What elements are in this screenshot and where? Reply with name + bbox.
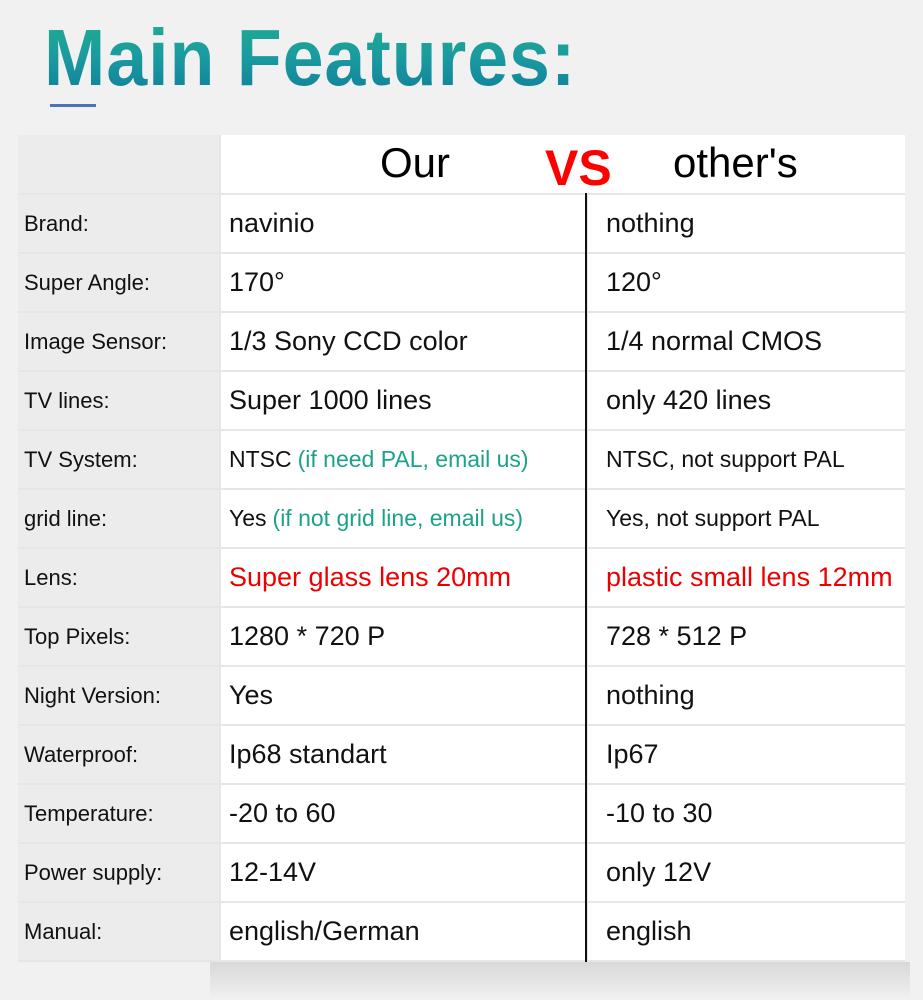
our-value-text: 1280 * 720 P (229, 621, 386, 651)
row-label: Image Sensor: (18, 313, 219, 370)
column-divider (585, 193, 587, 962)
table-row: Power supply: 12-14V only 12V (18, 844, 905, 901)
others-value: nothing (588, 667, 905, 724)
our-value: 12-14V (221, 844, 585, 901)
table-row: Top Pixels: 1280 * 720 P 728 * 512 P (18, 608, 905, 665)
table-row: Night Version: Yes nothing (18, 667, 905, 724)
header-cell (221, 135, 905, 193)
our-value-text: Ip68 standart (229, 739, 387, 769)
others-value: -10 to 30 (588, 785, 905, 842)
our-value-text: 170° (229, 267, 285, 297)
table-row: Lens: Super glass lens 20mm plastic small … (18, 549, 905, 606)
row-label: Temperature: (18, 785, 219, 842)
our-value: 170° (221, 254, 585, 311)
header-vs: VS (545, 140, 612, 196)
row-label: Power supply: (18, 844, 219, 901)
table-shadow (210, 962, 910, 1000)
our-value: 1280 * 720 P (221, 608, 585, 665)
our-value-text: -20 to 60 (229, 798, 336, 828)
row-label: Lens: (18, 549, 219, 606)
others-value: only 12V (588, 844, 905, 901)
row-label: TV System: (18, 431, 219, 488)
row-label: Night Version: (18, 667, 219, 724)
others-value: only 420 lines (588, 372, 905, 429)
header-empty-cell (18, 135, 219, 193)
row-label: grid line: (18, 490, 219, 547)
row-label: Brand: (18, 195, 219, 252)
row-label: Manual: (18, 903, 219, 960)
others-value: 1/4 normal CMOS (588, 313, 905, 370)
page-title: Main Features: (44, 13, 577, 102)
table-row: Brand: navinio nothing (18, 195, 905, 252)
table-row: Waterproof: Ip68 standart Ip67 (18, 726, 905, 783)
table-row: Manual: english/German english (18, 903, 905, 960)
others-value: Ip67 (588, 726, 905, 783)
our-value-text: navinio (229, 208, 315, 238)
table-row: grid line: Yes (if not grid line, email us… (18, 490, 905, 547)
our-value-text: NTSC (229, 446, 292, 472)
table-header: Our VS other's (18, 135, 905, 196)
others-value: NTSC, not support PAL (588, 431, 905, 488)
row-label: Top Pixels: (18, 608, 219, 665)
table-row: TV lines: Super 1000 lines only 420 lines (18, 372, 905, 429)
our-value: 1/3 Sony CCD color (221, 313, 585, 370)
our-value-text: Yes (229, 680, 274, 710)
row-label: Waterproof: (18, 726, 219, 783)
our-value: Super 1000 lines (221, 372, 585, 429)
others-value: Yes, not support PAL (588, 490, 905, 547)
others-value: 120° (588, 254, 905, 311)
our-value-note: (if need PAL, email us) (297, 446, 529, 472)
our-value-text: 12-14V (229, 857, 317, 887)
table-row: Super Angle: 170° 120° (18, 254, 905, 311)
our-value-text: Super 1000 lines (229, 385, 432, 415)
our-value: Ip68 standart (221, 726, 585, 783)
our-value: Super glass lens 20mm (221, 549, 585, 606)
our-value-text: 1/3 Sony CCD color (229, 326, 468, 356)
our-value: Yes (221, 667, 585, 724)
header-our: Our (380, 139, 451, 186)
others-value: english (588, 903, 905, 960)
header-others: other's (673, 139, 798, 186)
our-value: english/German (221, 903, 585, 960)
our-value: Yes (if not grid line, email us) (221, 490, 585, 547)
row-label: Super Angle: (18, 254, 219, 311)
our-value-text: Yes (229, 505, 267, 531)
others-value: 728 * 512 P (588, 608, 905, 665)
our-value: NTSC (if need PAL, email us) (221, 431, 585, 488)
our-value-note: (if not grid line, email us) (272, 505, 524, 531)
our-value-text: Super glass lens 20mm (229, 562, 512, 592)
others-value: plastic small lens 12mm (588, 549, 905, 606)
title-underline (50, 104, 96, 107)
our-value: navinio (221, 195, 585, 252)
table-row: TV System: NTSC (if need PAL, email us) NTS… (18, 431, 905, 488)
our-value-text: english/German (229, 916, 420, 946)
comparison-table: Our VS other's Brand: navinio nothing Super… (18, 135, 905, 962)
our-value: -20 to 60 (221, 785, 585, 842)
table-row: Temperature: -20 to 60 -10 to 30 (18, 785, 905, 842)
row-label: TV lines: (18, 372, 219, 429)
others-value: nothing (588, 195, 905, 252)
table-row: Image Sensor: 1/3 Sony CCD color 1/4 norma… (18, 313, 905, 370)
